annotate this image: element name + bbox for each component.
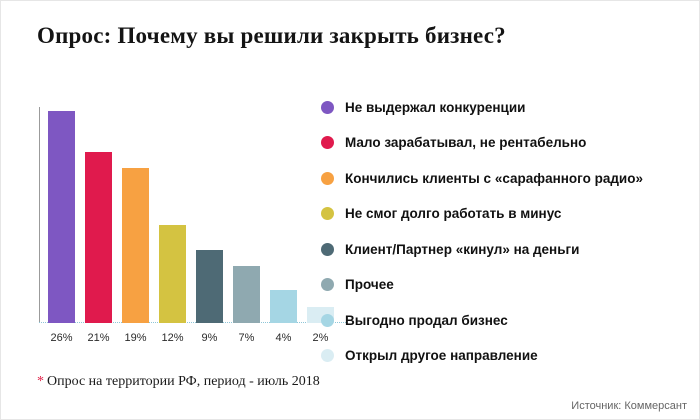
bar-column: 21%: [85, 152, 112, 351]
bar-column: 9%: [196, 250, 223, 351]
legend-item: Мало зарабатывал, не рентабельно: [321, 133, 693, 153]
legend-dot-icon: [321, 207, 334, 220]
legend-dot-icon: [321, 278, 334, 291]
bar: [48, 111, 75, 323]
legend-dot-icon: [321, 349, 334, 362]
bar-column: 26%: [48, 111, 75, 351]
legend-label: Кончились клиенты с «сарафанного радио»: [345, 170, 643, 186]
source-credit: Источник: Коммерсант: [571, 400, 687, 412]
bar-value-label: 21%: [87, 332, 110, 344]
bar-value-label: 4%: [275, 332, 292, 344]
bar-value-label: 7%: [238, 332, 255, 344]
bar: [122, 168, 149, 323]
bar: [233, 266, 260, 323]
legend-item: Выгодно продал бизнес: [321, 310, 693, 330]
legend-label: Клиент/Партнер «кинул» на деньги: [345, 241, 580, 257]
bar-value-label: 12%: [161, 332, 184, 344]
legend-item: Клиент/Партнер «кинул» на деньги: [321, 239, 693, 259]
legend-dot-icon: [321, 242, 334, 256]
legend-dot-icon: [321, 100, 334, 114]
legend-label: Не выдержал конкуренции: [345, 99, 526, 115]
footnote: * Опрос на территории РФ, период - июль 2…: [37, 374, 320, 390]
legend-label: Не смог долго работать в минус: [345, 206, 562, 221]
legend-label: Выгодно продал бизнес: [345, 312, 508, 328]
legend-item: Кончились клиенты с «сарафанного радио»: [321, 168, 693, 188]
legend-label: Прочее: [345, 277, 394, 292]
x-axis-baseline: [39, 322, 346, 323]
bar: [270, 290, 297, 323]
bar: [196, 250, 223, 323]
footnote-text: Опрос на территории РФ, период - июль 20…: [47, 374, 320, 389]
legend-dot-icon: [321, 313, 334, 327]
bar-column: 7%: [233, 266, 260, 351]
legend-label: Мало зарабатывал, не рентабельно: [345, 135, 587, 150]
bars-container: 26% 21% 19% 12% 9% 7% 4% 2%: [48, 107, 334, 351]
legend: Не выдержал конкуренции Мало зарабатывал,…: [321, 97, 693, 381]
legend-item: Прочее: [321, 275, 693, 295]
bar-value-label: 19%: [124, 332, 147, 344]
y-axis-line: [39, 107, 40, 323]
legend-item: Не выдержал конкуренции: [321, 97, 693, 117]
bar-chart: 26% 21% 19% 12% 9% 7% 4% 2%: [39, 107, 346, 351]
bar-column: 12%: [159, 225, 186, 351]
bar: [159, 225, 186, 323]
legend-dot-icon: [321, 171, 334, 185]
bar: [85, 152, 112, 323]
legend-label: Открыл другое направление: [345, 348, 538, 363]
bar-column: 4%: [270, 290, 297, 351]
bar-column: 19%: [122, 168, 149, 351]
legend-dot-icon: [321, 136, 334, 149]
legend-item: Не смог долго работать в минус: [321, 204, 693, 224]
legend-item: Открыл другое направление: [321, 346, 693, 366]
bar-value-label: 2%: [312, 332, 329, 344]
footnote-marker: *: [37, 374, 44, 389]
bar-value-label: 26%: [50, 332, 73, 344]
bar-value-label: 9%: [201, 332, 218, 344]
page-title: Опрос: Почему вы решили закрыть бизнес?: [37, 23, 506, 48]
